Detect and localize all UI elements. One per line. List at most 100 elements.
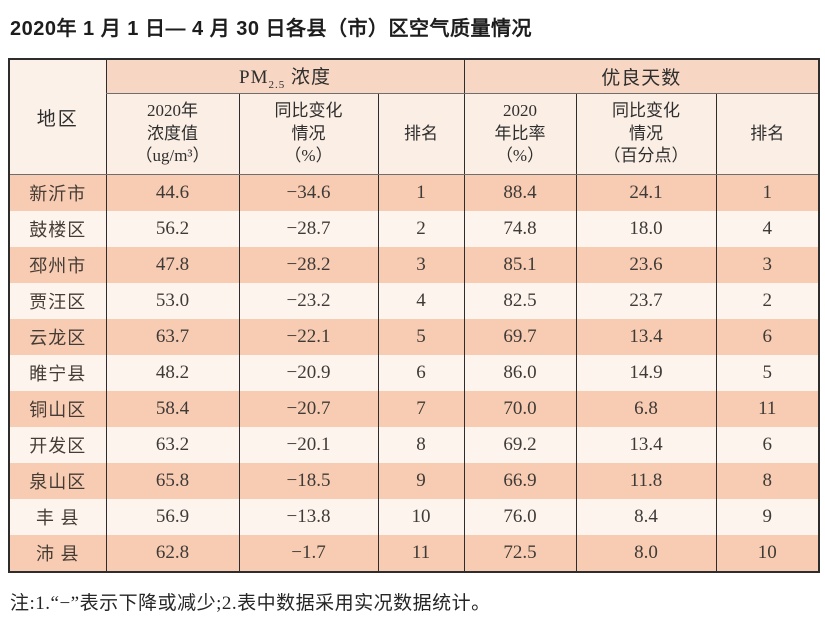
pm-label-subscript: 2.5 bbox=[268, 78, 286, 91]
rank-cell: 5 bbox=[715, 355, 820, 391]
column-header-rate: 2020 年比率 （%） bbox=[463, 93, 577, 175]
rate-cell: 88.4 bbox=[463, 174, 577, 211]
rate-cell: 69.2 bbox=[463, 427, 577, 463]
region-cell: 新沂市 bbox=[8, 174, 106, 211]
rate-cell: 69.7 bbox=[463, 319, 577, 355]
table-row: 开发区 63.2 −20.1 8 69.2 13.4 6 bbox=[8, 427, 820, 463]
table-row: 贾汪区 53.0 −23.2 4 82.5 23.7 2 bbox=[8, 283, 820, 319]
rank-cell: 3 bbox=[715, 247, 820, 283]
region-cell: 沛 县 bbox=[8, 535, 106, 572]
rank-cell: 4 bbox=[715, 211, 820, 247]
pm-label-suffix: 浓度 bbox=[285, 67, 331, 89]
region-cell: 邳州市 bbox=[8, 247, 106, 283]
region-cell: 睢宁县 bbox=[8, 355, 106, 391]
rate-cell: 66.9 bbox=[463, 463, 577, 499]
rate-cell: 70.0 bbox=[463, 391, 577, 427]
column-header-pm-value: 2020年 浓度值 （ug/m³） bbox=[105, 93, 239, 175]
pm-value-cell: 48.2 bbox=[105, 355, 239, 391]
pm-change-cell: −20.9 bbox=[238, 355, 378, 391]
rank-cell: 1 bbox=[715, 174, 820, 211]
footnote: 注:1.“−”表示下降或减少;2.表中数据采用实况数据统计。 bbox=[10, 593, 491, 614]
table-body: 新沂市 44.6 −34.6 1 88.4 24.1 1 鼓楼区 56.2 −2… bbox=[8, 174, 820, 572]
air-quality-table: 地区 PM2.5 浓度 优良天数 2020年 浓度值 （ug/m³） 同比变化 … bbox=[8, 58, 821, 573]
table-row: 丰 县 56.9 −13.8 10 76.0 8.4 9 bbox=[8, 499, 820, 535]
pm-rank-cell: 2 bbox=[377, 211, 465, 247]
pm-value-cell: 63.7 bbox=[105, 319, 239, 355]
pm-rank-cell: 10 bbox=[377, 499, 465, 535]
column-header-rate-change: 同比变化 情况 （百分点） bbox=[575, 93, 717, 175]
table-header: 地区 PM2.5 浓度 优良天数 2020年 浓度值 （ug/m³） 同比变化 … bbox=[8, 59, 820, 175]
column-group-pm25: PM2.5 浓度 bbox=[105, 59, 465, 94]
rate-change-cell: 11.8 bbox=[575, 463, 717, 499]
table-row: 铜山区 58.4 −20.7 7 70.0 6.8 11 bbox=[8, 391, 820, 427]
pm-change-cell: −20.7 bbox=[238, 391, 378, 427]
pm-rank-cell: 5 bbox=[377, 319, 465, 355]
rate-change-cell: 23.7 bbox=[575, 283, 717, 319]
table-row: 沛 县 62.8 −1.7 11 72.5 8.0 10 bbox=[8, 535, 820, 572]
rank-cell: 9 bbox=[715, 499, 820, 535]
pm-value-cell: 56.2 bbox=[105, 211, 239, 247]
pm-rank-cell: 7 bbox=[377, 391, 465, 427]
rate-change-cell: 14.9 bbox=[575, 355, 717, 391]
pm-change-cell: −34.6 bbox=[238, 174, 378, 211]
rank-cell: 2 bbox=[715, 283, 820, 319]
sub-header-row: 2020年 浓度值 （ug/m³） 同比变化 情况 （%） 排名 2020 年比… bbox=[9, 93, 820, 175]
rank-cell: 10 bbox=[715, 535, 820, 572]
rate-change-cell: 8.0 bbox=[575, 535, 717, 572]
table-row: 鼓楼区 56.2 −28.7 2 74.8 18.0 4 bbox=[8, 211, 820, 247]
rate-change-cell: 24.1 bbox=[575, 174, 717, 211]
rank-cell: 6 bbox=[715, 319, 820, 355]
region-cell: 贾汪区 bbox=[8, 283, 106, 319]
rate-cell: 72.5 bbox=[463, 535, 577, 572]
region-cell: 泉山区 bbox=[8, 463, 106, 499]
pm-value-cell: 44.6 bbox=[105, 174, 239, 211]
rate-change-cell: 13.4 bbox=[575, 427, 717, 463]
region-cell: 铜山区 bbox=[8, 391, 106, 427]
page-title: 2020年 1 月 1 日— 4 月 30 日各县（市）区空气质量情况 bbox=[10, 18, 533, 40]
pm-change-cell: −20.1 bbox=[238, 427, 378, 463]
column-header-pm-change: 同比变化 情况 （%） bbox=[238, 93, 378, 175]
rank-cell: 8 bbox=[715, 463, 820, 499]
group-header-row: 地区 PM2.5 浓度 优良天数 bbox=[8, 59, 820, 175]
column-group-good-days: 优良天数 bbox=[463, 59, 820, 94]
pm-value-cell: 56.9 bbox=[105, 499, 239, 535]
region-cell: 开发区 bbox=[8, 427, 106, 463]
pm-value-cell: 62.8 bbox=[105, 535, 239, 572]
rate-cell: 76.0 bbox=[463, 499, 577, 535]
region-cell: 云龙区 bbox=[8, 319, 106, 355]
table-row: 泉山区 65.8 −18.5 9 66.9 11.8 8 bbox=[8, 463, 820, 499]
pm-change-cell: −1.7 bbox=[238, 535, 378, 572]
rank-cell: 6 bbox=[715, 427, 820, 463]
rate-cell: 86.0 bbox=[463, 355, 577, 391]
pm-value-cell: 53.0 bbox=[105, 283, 239, 319]
rate-cell: 74.8 bbox=[463, 211, 577, 247]
rate-change-cell: 8.4 bbox=[575, 499, 717, 535]
region-cell: 丰 县 bbox=[8, 499, 106, 535]
rank-cell: 11 bbox=[715, 391, 820, 427]
table-row: 邳州市 47.8 −28.2 3 85.1 23.6 3 bbox=[8, 247, 820, 283]
table-row: 睢宁县 48.2 −20.9 6 86.0 14.9 5 bbox=[8, 355, 820, 391]
column-header-rank: 排名 bbox=[715, 93, 820, 175]
pm-change-cell: −18.5 bbox=[238, 463, 378, 499]
pm-label-prefix: PM bbox=[239, 67, 269, 89]
rate-cell: 82.5 bbox=[463, 283, 577, 319]
pm-value-cell: 58.4 bbox=[105, 391, 239, 427]
region-cell: 鼓楼区 bbox=[8, 211, 106, 247]
pm-rank-cell: 11 bbox=[377, 535, 465, 572]
pm-rank-cell: 9 bbox=[377, 463, 465, 499]
pm-value-cell: 63.2 bbox=[105, 427, 239, 463]
pm-rank-cell: 6 bbox=[377, 355, 465, 391]
pm-value-cell: 47.8 bbox=[105, 247, 239, 283]
column-header-region: 地区 bbox=[8, 59, 106, 175]
table-row: 新沂市 44.6 −34.6 1 88.4 24.1 1 bbox=[8, 174, 820, 211]
pm-change-cell: −23.2 bbox=[238, 283, 378, 319]
pm-rank-cell: 3 bbox=[377, 247, 465, 283]
table-row: 云龙区 63.7 −22.1 5 69.7 13.4 6 bbox=[8, 319, 820, 355]
pm-value-cell: 65.8 bbox=[105, 463, 239, 499]
pm-rank-cell: 4 bbox=[377, 283, 465, 319]
pm-rank-cell: 8 bbox=[377, 427, 465, 463]
pm-change-cell: −28.2 bbox=[238, 247, 378, 283]
pm-change-cell: −28.7 bbox=[238, 211, 378, 247]
rate-change-cell: 23.6 bbox=[575, 247, 717, 283]
